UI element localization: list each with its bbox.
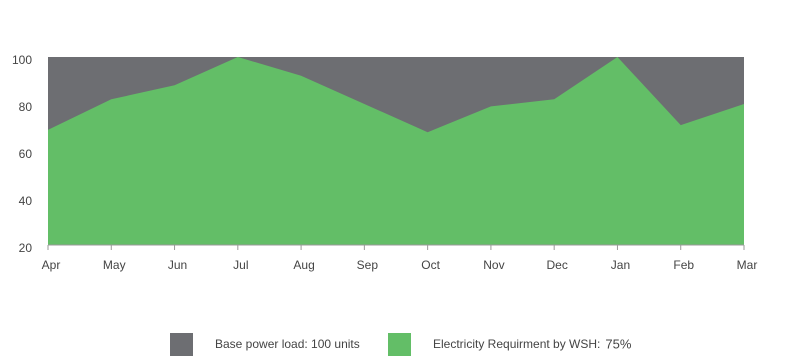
legend-swatch	[170, 333, 193, 356]
x-tick-label: Sep	[357, 258, 379, 272]
legend-label: Base power load: 100 units	[215, 337, 360, 351]
x-tick-label: Mar	[737, 258, 758, 272]
x-tick-label: Dec	[547, 258, 568, 272]
y-tick-label: 60	[19, 147, 33, 161]
x-tick-label: Apr	[42, 258, 61, 272]
x-tick-label: Jul	[233, 258, 248, 272]
legend-note: 75%	[605, 336, 631, 351]
x-tick-label: Aug	[293, 258, 314, 272]
legend-swatch	[388, 333, 411, 356]
y-tick-label: 40	[19, 194, 33, 208]
x-tick-label: Feb	[673, 258, 694, 272]
y-tick-label: 80	[19, 100, 33, 114]
y-tick-label: 20	[19, 241, 33, 255]
legend-label: Electricity Requirment by WSH:	[433, 337, 600, 351]
area	[48, 57, 744, 245]
x-tick-label: May	[103, 258, 126, 272]
y-tick-label: 100	[12, 53, 32, 67]
x-tick-label: Jan	[611, 258, 630, 272]
x-tick-label: Nov	[483, 258, 504, 272]
x-tick-label: Oct	[421, 258, 440, 272]
x-tick-label: Jun	[168, 258, 187, 272]
